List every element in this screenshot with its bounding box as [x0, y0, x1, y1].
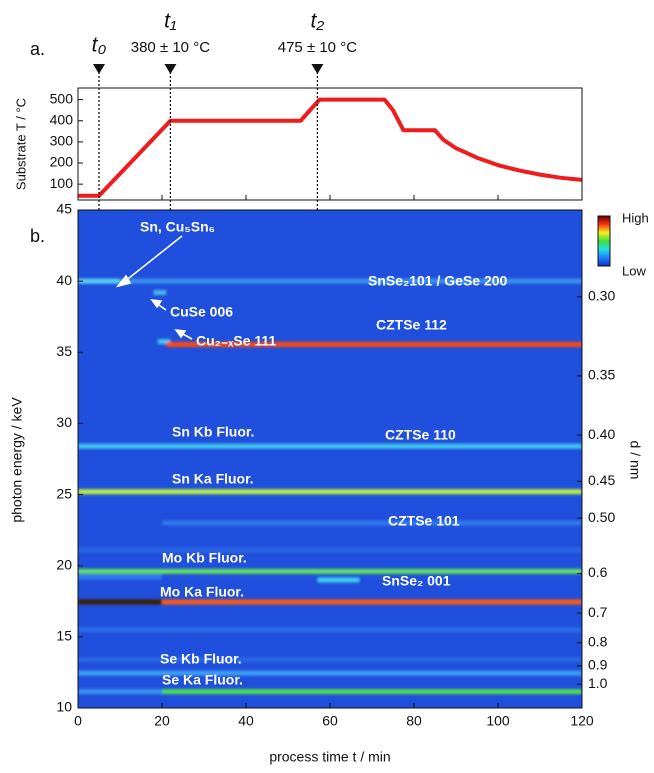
x-axis-label: process time t / min: [269, 749, 390, 765]
colorbar-high: High: [622, 210, 649, 225]
x-tick-label: 0: [74, 713, 82, 729]
annotation: Sn Ka Fluor.: [172, 471, 254, 487]
band: [78, 278, 120, 284]
y-tick-label: 20: [56, 556, 72, 572]
x-tick-label: 100: [486, 713, 510, 729]
y-tick-label: 40: [56, 272, 72, 288]
y-tick-label: 200: [50, 154, 74, 170]
annotation: CZTSe 110: [385, 427, 456, 443]
y-axis-label: photon energy / keV: [9, 397, 25, 523]
y-tick-label: 25: [56, 485, 72, 501]
time-marker-label: t₂: [310, 10, 324, 33]
annotation: Se Kb Fluor.: [160, 651, 242, 667]
x-tick-label: 60: [322, 713, 338, 729]
colorbar-low: Low: [622, 263, 646, 278]
annotation: Se Ka Fluor.: [162, 672, 243, 688]
annotation: CZTSe 112: [376, 317, 447, 333]
y-tick-label: 35: [56, 343, 72, 359]
band: [162, 689, 582, 695]
temperature-line: [78, 97, 583, 198]
band: [78, 599, 162, 605]
band: [78, 547, 582, 553]
x-tick-label: 20: [154, 713, 170, 729]
x-tick-label: 120: [570, 713, 594, 729]
y2-tick-label: 0.40: [588, 426, 615, 442]
band: [78, 443, 582, 449]
time-marker-label: t₁: [164, 10, 177, 33]
arrow-head: [115, 274, 132, 288]
y2-tick-label: 0.7: [588, 604, 608, 620]
y2-tick-label: 0.45: [588, 472, 615, 488]
band: [78, 657, 582, 663]
time-marker-sublabel: 380 ± 10 °C: [131, 39, 210, 56]
annotation: Sn Kb Fluor.: [172, 424, 254, 440]
annotation: Sn, Cu₅Sn₆: [140, 219, 215, 235]
y2-tick-label: 0.30: [588, 287, 615, 303]
y-tick-label: 15: [56, 628, 72, 644]
annotation: Mo Ka Fluor.: [160, 584, 244, 600]
y2-tick-label: 0.8: [588, 633, 608, 649]
band: [78, 627, 582, 633]
heatmap-bands: [78, 278, 582, 695]
arrow-head: [150, 299, 163, 309]
band: [120, 278, 582, 284]
y-tick-label: 100: [50, 175, 74, 191]
y2-tick-label: 0.9: [588, 656, 608, 672]
band: [162, 599, 582, 605]
y-tick-label: 300: [50, 133, 74, 149]
time-marker-sublabel: 475 ± 10 °C: [278, 39, 357, 56]
time-marker-triangle: [164, 64, 177, 74]
y2-tick-label: 0.50: [588, 509, 615, 525]
y-tick-label: 45: [56, 201, 72, 217]
time-marker-label: t₀: [92, 34, 107, 57]
band: [78, 574, 162, 580]
colorbar: [597, 215, 611, 267]
plot-frame: [77, 87, 583, 201]
band: [317, 577, 360, 583]
band: [166, 341, 582, 347]
y-tick-label: 10: [56, 699, 72, 715]
time-marker-triangle: [311, 64, 324, 74]
band: [162, 520, 582, 526]
y-tick-label: 400: [50, 111, 74, 127]
annotation: SnSe₂101 / GeSe 200: [368, 273, 508, 289]
annotation: Cu₂₋ₓSe 111: [196, 333, 276, 349]
band: [153, 290, 167, 296]
annotation: CZTSe 101: [388, 513, 460, 529]
y-tick-label: 500: [50, 90, 74, 106]
band: [78, 489, 582, 495]
y2-tick-label: 0.6: [588, 564, 608, 580]
y2-tick-label: 0.35: [588, 367, 615, 383]
time-marker-triangle: [93, 64, 105, 74]
panel-label: b.: [30, 226, 45, 246]
x-tick-label: 40: [238, 713, 254, 729]
y-axis-label: Substrate T / °C: [13, 98, 28, 190]
panel-label: a.: [30, 39, 45, 59]
annotation: SnSe₂ 001: [382, 573, 451, 589]
band: [157, 339, 171, 345]
x-tick-label: 80: [406, 713, 422, 729]
band: [78, 689, 162, 695]
annotation: CuSe 006: [170, 304, 233, 320]
y2-axis-label: d / nm: [627, 441, 643, 480]
annotation: Mo Kb Fluor.: [162, 550, 247, 566]
arrow: [123, 235, 183, 283]
y2-tick-label: 1.0: [588, 675, 608, 691]
band: [78, 568, 582, 574]
annotation-arrows: [115, 235, 193, 340]
band: [78, 670, 582, 676]
arrow-head: [174, 329, 187, 339]
y-tick-label: 30: [56, 414, 72, 430]
